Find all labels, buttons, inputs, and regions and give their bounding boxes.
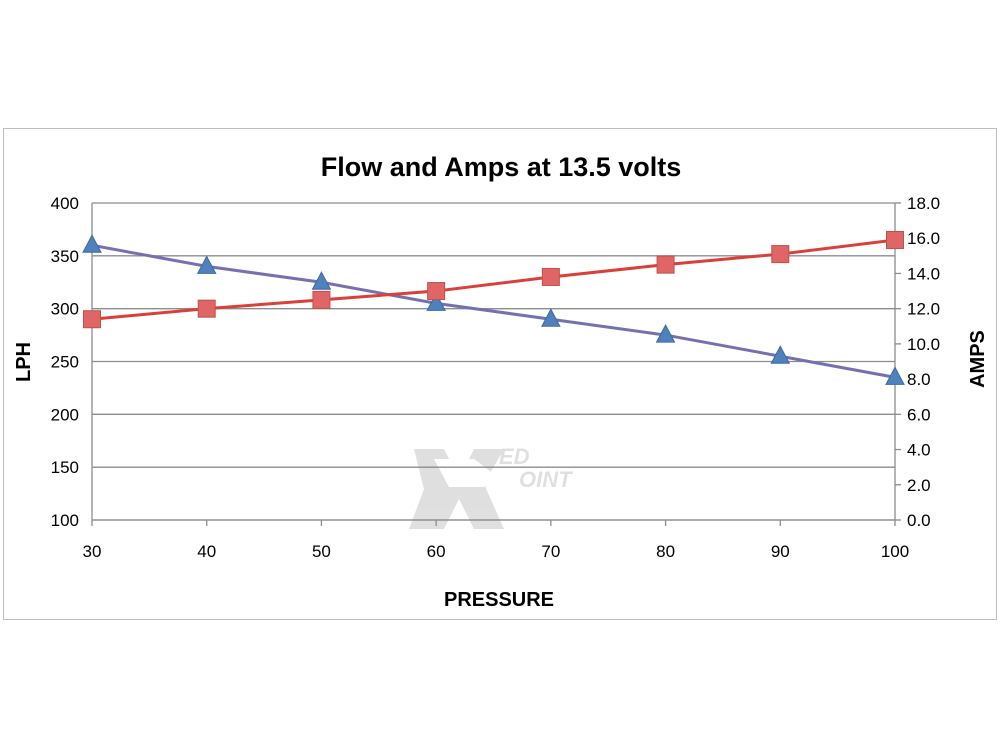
- y2-tick-label: 4.0: [907, 441, 931, 460]
- x-tick-label: 80: [656, 542, 675, 561]
- y2-tick-label: 10.0: [907, 335, 940, 354]
- series-1-point: [770, 345, 791, 364]
- series-1-point: [885, 366, 905, 385]
- series-2-point: [427, 282, 446, 301]
- series-2-point: [197, 299, 216, 318]
- y-tick-label: 350: [51, 247, 79, 266]
- y2-tick-label: 14.0: [907, 264, 940, 283]
- series-1-point: [655, 324, 676, 343]
- series-1-point: [311, 271, 332, 290]
- chart: Flow and Amps at 13.5 volts ED OINT 1001…: [13, 152, 989, 611]
- x-tick-label: 30: [83, 542, 102, 561]
- x-tick-label: 100: [881, 542, 909, 561]
- y2-axis-title: AMPS: [967, 330, 989, 388]
- series-2-point: [656, 255, 675, 274]
- series-1-point: [426, 292, 446, 311]
- y2-tick-label: 2.0: [907, 476, 931, 495]
- series-1-point: [82, 234, 102, 253]
- y-tick-label: 200: [51, 405, 79, 424]
- y-tick-label: 300: [51, 300, 79, 319]
- y2-tick-label: 12.0: [907, 300, 940, 319]
- series-2-point: [312, 290, 331, 309]
- svg-text:ED: ED: [499, 444, 530, 469]
- svg-text:OINT: OINT: [519, 467, 573, 492]
- x-tick-label: 90: [771, 542, 790, 561]
- series-2-point: [541, 267, 560, 286]
- series-1-line: [91, 243, 896, 379]
- y-tick-label: 250: [51, 353, 79, 372]
- y-axis-title: LPH: [13, 342, 35, 382]
- y-tick-label: 400: [51, 194, 79, 213]
- series-2-point: [771, 245, 790, 264]
- y2-tick-label: 8.0: [907, 370, 931, 389]
- x-tick-label: 60: [427, 542, 446, 561]
- y2-tick-label: 6.0: [907, 405, 931, 424]
- x-tick-label: 40: [197, 542, 216, 561]
- series-1-point: [196, 255, 217, 274]
- series-1-point: [541, 308, 561, 327]
- tick-labels: 100 150 200 250 300 350 400 0.0 2.0 4.0 6.0 8.0 10.0…: [51, 194, 940, 561]
- y-tick-label: 150: [51, 458, 79, 477]
- chart-title: Flow and Amps at 13.5 volts: [321, 152, 682, 182]
- x-axis-title: PRESSURE: [444, 589, 554, 611]
- redpoint-watermark-logo: ED OINT: [409, 444, 573, 529]
- x-tick-label: 70: [541, 542, 560, 561]
- y-tick-label: 100: [51, 511, 79, 530]
- x-tick-label: 50: [312, 542, 331, 561]
- series: [82, 230, 905, 385]
- y2-tick-label: 18.0: [907, 194, 940, 213]
- y2-tick-label: 0.0: [907, 511, 931, 530]
- series-2-point: [886, 230, 904, 249]
- series-2-point: [83, 310, 101, 329]
- y2-tick-label: 16.0: [907, 229, 940, 248]
- chart-frame: Flow and Amps at 13.5 volts ED OINT 100 1…: [3, 128, 997, 620]
- series-2-line: [91, 238, 896, 321]
